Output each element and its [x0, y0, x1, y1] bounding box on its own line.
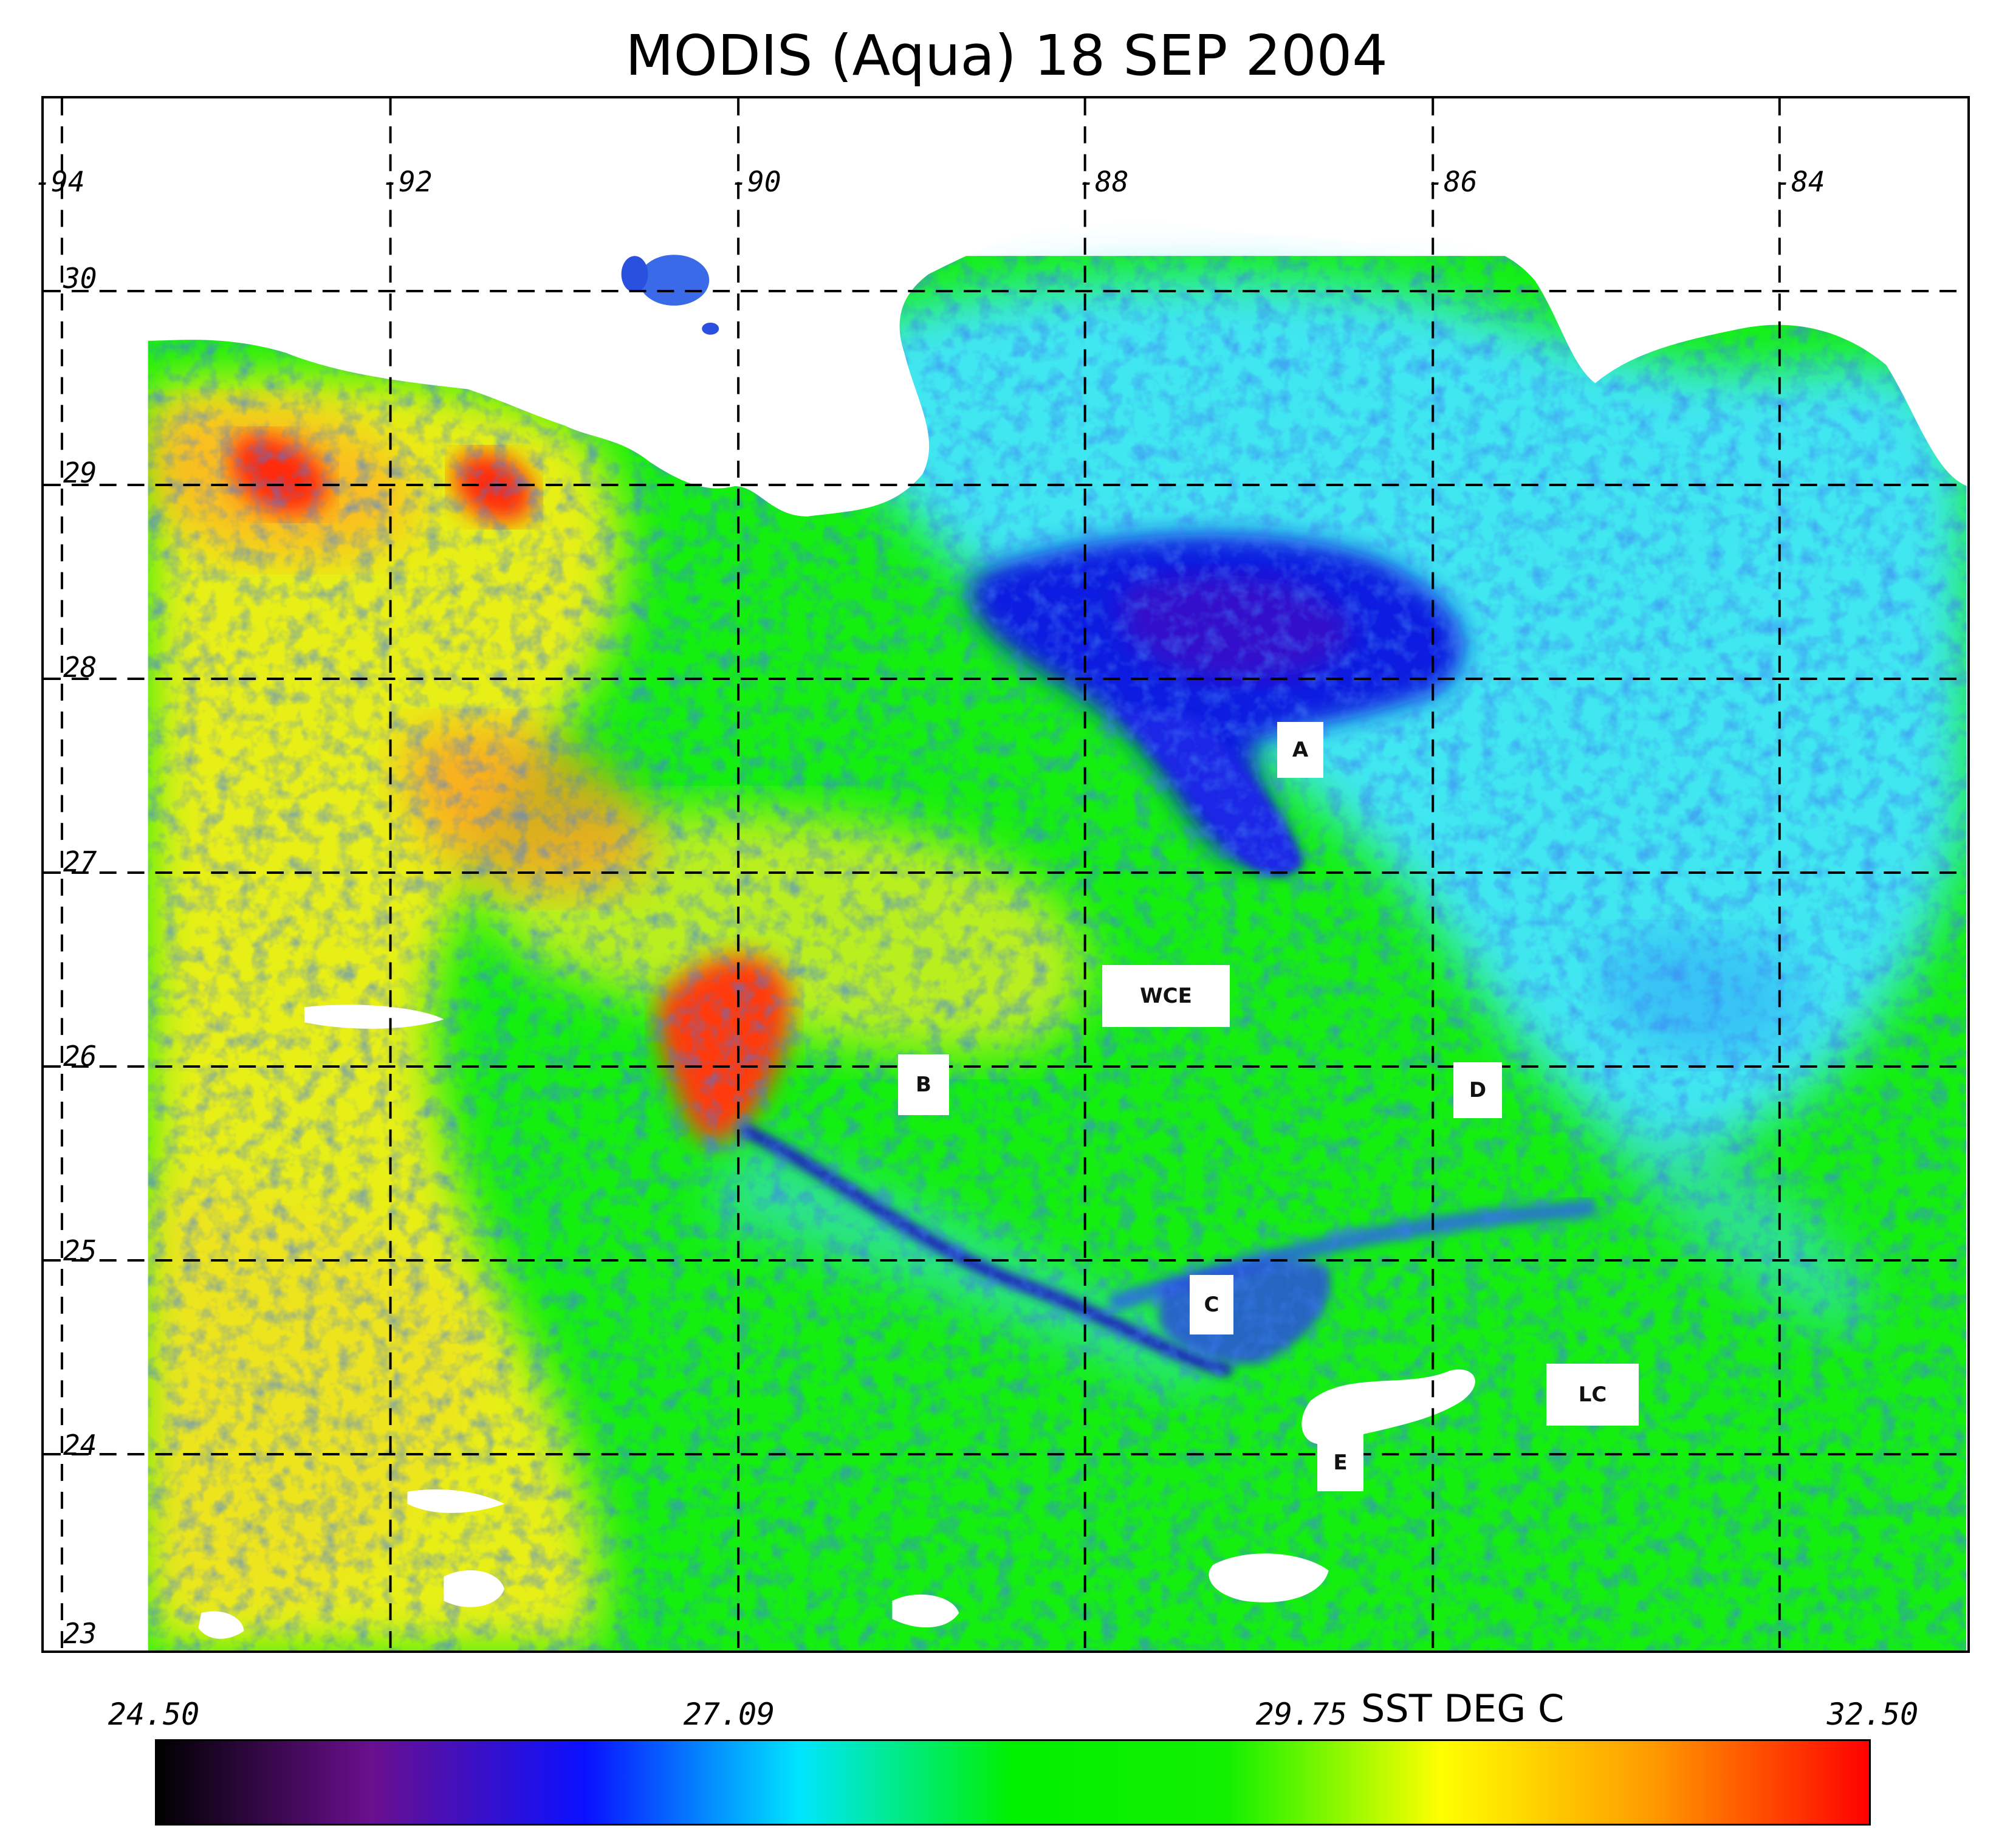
map-title: MODIS (Aqua) 18 SEP 2004: [625, 23, 1388, 88]
lon-label: -88: [1078, 165, 1129, 198]
colorbar-tick: 27.09: [683, 1697, 775, 1732]
feature-label-d: D: [1453, 1062, 1502, 1118]
lat-label: 28: [63, 651, 97, 684]
colorbar-tick: 24.50: [108, 1697, 200, 1732]
cloud-gap-w1: [304, 1005, 444, 1029]
feature-label-wce: WCE: [1102, 965, 1230, 1027]
lon-label: -84: [1774, 165, 1825, 198]
lat-label: 23: [63, 1617, 97, 1650]
feature-label-a: A: [1277, 722, 1323, 778]
cloud-gap-w2: [407, 1489, 505, 1513]
lat-label: 24: [63, 1429, 97, 1462]
land-north: [44, 98, 1967, 1650]
lake-1: [639, 255, 710, 306]
lat-label: 30: [63, 262, 97, 295]
feature-label-c: C: [1190, 1275, 1233, 1334]
lat-label: 27: [63, 845, 97, 878]
lon-label: -90: [730, 165, 781, 198]
cloud-gap-south1: [1209, 1553, 1329, 1602]
cloud-gap-south2: [444, 1570, 505, 1607]
speckle-texture: [148, 256, 1967, 1650]
graticule: [44, 98, 1967, 1650]
colorbar-tick: 29.75: [1255, 1697, 1348, 1732]
lat-label: 29: [63, 456, 97, 489]
sst-image: [44, 98, 1967, 1650]
feature-label-lc: LC: [1546, 1364, 1639, 1426]
colorbar: [155, 1739, 1871, 1826]
lake-2: [621, 256, 648, 293]
lat-label: 25: [63, 1234, 97, 1267]
lon-label: -86: [1427, 165, 1478, 198]
lon-label: -92: [382, 165, 433, 198]
sst-map: [41, 96, 1970, 1653]
feature-label-b: B: [898, 1054, 949, 1115]
lake-3: [702, 322, 719, 335]
cloud-gap-south3: [892, 1594, 959, 1628]
feature-label-e: E: [1317, 1434, 1363, 1491]
lon-label: -94: [34, 165, 85, 198]
colorbar-units: SST DEG C: [1361, 1686, 1565, 1731]
cloud-gap-south4: [198, 1611, 244, 1639]
colorbar-tick: 32.50: [1826, 1697, 1919, 1732]
lat-label: 26: [63, 1040, 97, 1073]
